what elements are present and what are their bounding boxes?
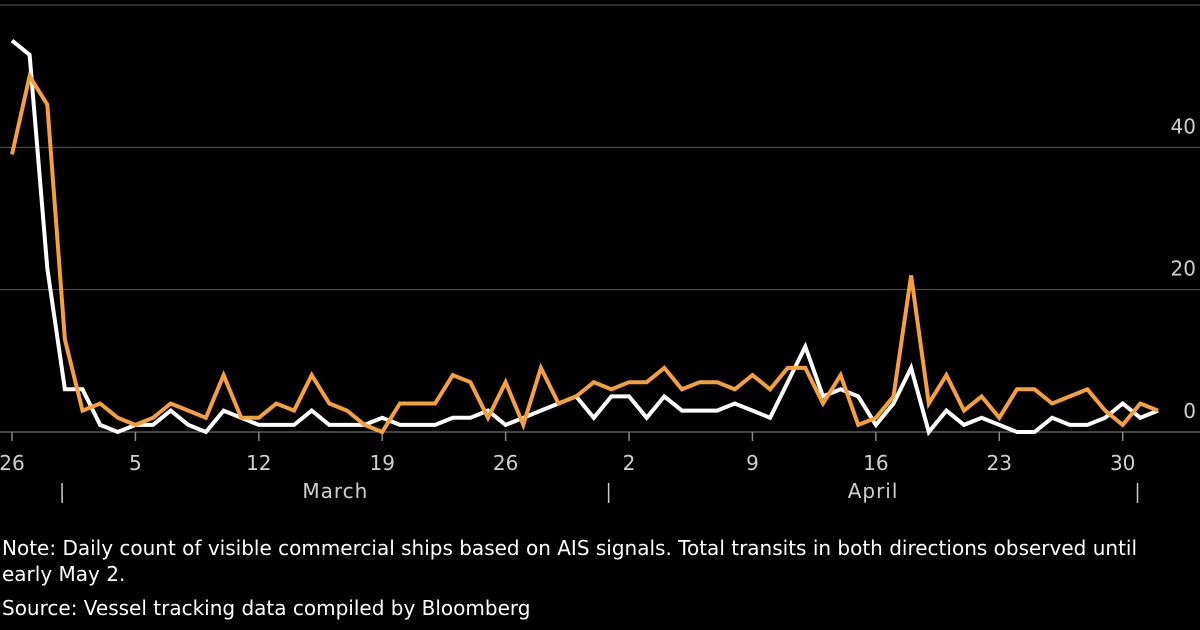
x-tick-label: 16 xyxy=(863,451,888,475)
y-tick-label: 40 xyxy=(1171,114,1196,138)
note: Note: Daily count of visible commercial … xyxy=(2,536,1138,586)
x-tick-label: 26 xyxy=(0,451,25,475)
y-tick-label: 0 xyxy=(1183,399,1196,423)
x-tick-label: 2 xyxy=(623,451,636,475)
chart: 0 20 40 26 5 12 19 26 2 9 16 23 30 March April xyxy=(0,4,1200,503)
month-label: March xyxy=(302,479,368,503)
series-line xyxy=(10,71,1159,435)
y-tick-label: 20 xyxy=(1171,257,1196,281)
x-tick-label: 5 xyxy=(129,451,142,475)
series-line xyxy=(10,39,1159,437)
x-tick-label: 19 xyxy=(370,451,395,475)
x-tick-label: 26 xyxy=(493,451,518,475)
x-tick-label: 12 xyxy=(246,451,271,475)
month-label: April xyxy=(848,479,899,503)
x-tick-label: 30 xyxy=(1110,451,1135,475)
x-tick-label: 9 xyxy=(746,451,759,475)
x-tick-label: 23 xyxy=(987,451,1012,475)
source: Source: Vessel tracking data compiled by… xyxy=(2,596,531,620)
